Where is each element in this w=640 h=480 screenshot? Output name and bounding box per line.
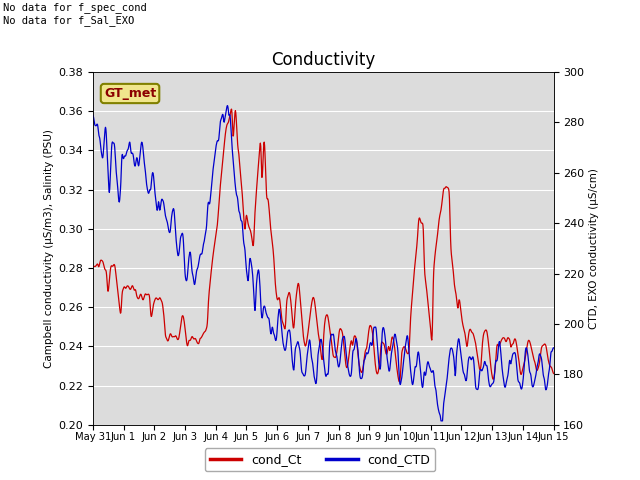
Y-axis label: CTD, EXO conductivity (μS/cm): CTD, EXO conductivity (μS/cm) [589, 168, 599, 329]
Title: Conductivity: Conductivity [271, 51, 375, 69]
Legend: cond_Ct, cond_CTD: cond_Ct, cond_CTD [205, 448, 435, 471]
Text: No data for f_spec_cond
No data for f_Sal_EXO: No data for f_spec_cond No data for f_Sa… [3, 2, 147, 26]
Y-axis label: Campbell conductivity (μS/m3), Salinity (PSU): Campbell conductivity (μS/m3), Salinity … [44, 129, 54, 368]
Text: GT_met: GT_met [104, 87, 156, 100]
